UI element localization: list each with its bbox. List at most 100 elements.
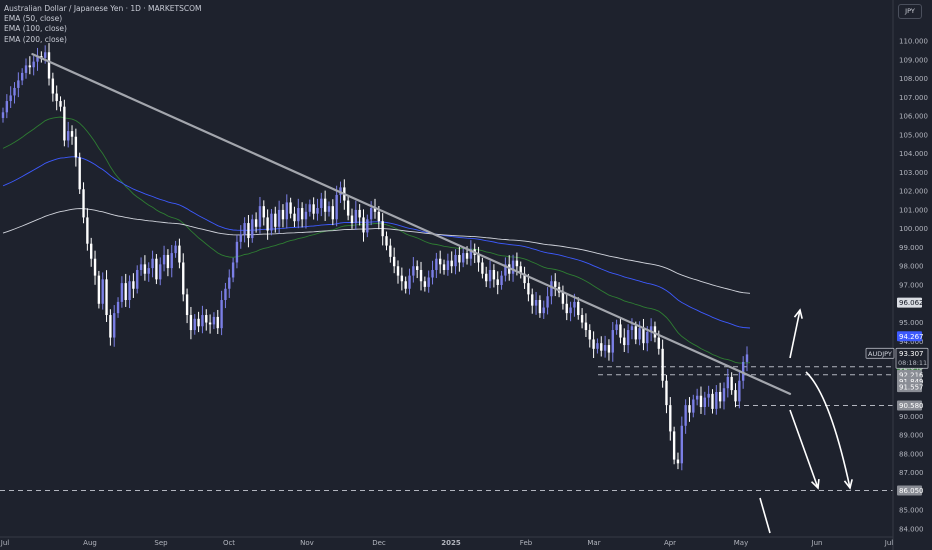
candle-body	[224, 288, 227, 301]
candle-body	[446, 260, 450, 270]
candle	[258, 196, 262, 234]
candle	[193, 314, 196, 335]
candle-body	[665, 380, 668, 406]
candle-body	[124, 283, 127, 301]
candle-body	[120, 283, 124, 302]
candle-body	[373, 208, 377, 212]
candle	[243, 217, 246, 243]
descending-trendline	[31, 53, 792, 395]
candle	[113, 305, 116, 347]
candle	[139, 257, 143, 276]
candle-body	[86, 217, 89, 244]
candle-body	[523, 273, 526, 284]
candle-body	[308, 204, 311, 212]
candle	[266, 209, 269, 240]
candle	[730, 372, 733, 395]
candle-body	[738, 380, 741, 402]
y-tick-label: 99.000	[899, 244, 924, 252]
candle-body	[634, 326, 637, 340]
price-label: 96.062	[897, 297, 924, 308]
candle	[136, 265, 139, 294]
candle	[300, 202, 304, 228]
candle-body	[534, 300, 538, 306]
candle-body	[113, 313, 116, 338]
candle	[600, 336, 603, 357]
candle-body	[101, 279, 104, 304]
candle	[396, 260, 400, 284]
candle	[235, 234, 239, 269]
y-tick-label: 105.000	[899, 131, 928, 139]
arrow-head	[793, 308, 803, 319]
candle	[78, 152, 81, 194]
price-label-text: 92.216	[899, 371, 924, 379]
candle-body	[435, 258, 438, 270]
candle	[623, 328, 626, 353]
candle	[162, 245, 166, 272]
candle	[534, 291, 538, 315]
x-tick-label: May	[734, 539, 748, 547]
candle	[251, 214, 254, 243]
candle	[289, 197, 292, 219]
candle-body	[235, 241, 239, 263]
candle	[59, 96, 62, 112]
candle-body	[270, 213, 273, 231]
y-tick-label: 100.000	[899, 225, 928, 233]
candle-body	[316, 208, 319, 214]
currency-button[interactable]: JPY	[898, 4, 922, 19]
last-price-box	[895, 347, 929, 369]
candle	[661, 339, 664, 388]
candle-body	[220, 300, 223, 329]
candle	[427, 270, 430, 293]
candle-body	[32, 61, 35, 68]
candle-body	[212, 316, 216, 325]
candle	[653, 321, 657, 343]
candle	[362, 209, 365, 242]
candle	[488, 260, 492, 289]
candle-body	[676, 459, 680, 464]
indicator-ema-200[interactable]: EMA (200, close)	[4, 34, 67, 44]
candle-body	[358, 209, 361, 218]
candle	[565, 294, 568, 321]
candle-body	[335, 194, 338, 220]
y-tick-label: 109.000	[899, 56, 928, 64]
candle	[28, 56, 32, 75]
candle	[577, 297, 580, 320]
candle	[116, 297, 120, 318]
candle-body	[297, 208, 300, 222]
candle-body	[619, 324, 622, 338]
indicator-ema-100[interactable]: EMA (100, close)	[4, 24, 67, 34]
price-label-box	[897, 485, 922, 496]
x-tick-label: Dec	[372, 539, 386, 547]
candle-body	[661, 348, 664, 381]
candle-body	[504, 264, 507, 276]
candle-body	[136, 269, 139, 289]
candle	[676, 452, 680, 470]
y-tick-label: 88.000	[899, 450, 924, 458]
candle-body	[488, 269, 492, 282]
x-tick-label: Oct	[223, 539, 235, 547]
candle	[274, 206, 277, 233]
candle	[331, 199, 335, 226]
candle	[327, 201, 331, 217]
candle	[185, 288, 189, 324]
x-tick-label: Apr	[664, 539, 676, 547]
candle-body	[469, 249, 473, 259]
candle	[699, 386, 703, 414]
candle	[147, 262, 150, 282]
candle	[350, 208, 354, 229]
ema-100-line	[2, 156, 751, 329]
candle	[155, 254, 158, 285]
candle	[446, 253, 450, 276]
candle-body	[254, 219, 258, 227]
candle	[216, 309, 219, 334]
indicator-ema-50[interactable]: EMA (50, close)	[4, 14, 63, 24]
candle	[90, 237, 93, 267]
candle-body	[653, 326, 657, 338]
candle-body	[289, 202, 292, 214]
candle	[511, 254, 515, 282]
candle-body	[730, 376, 733, 391]
candle	[531, 288, 534, 314]
candle-body	[626, 330, 630, 346]
candle-body	[20, 72, 24, 81]
